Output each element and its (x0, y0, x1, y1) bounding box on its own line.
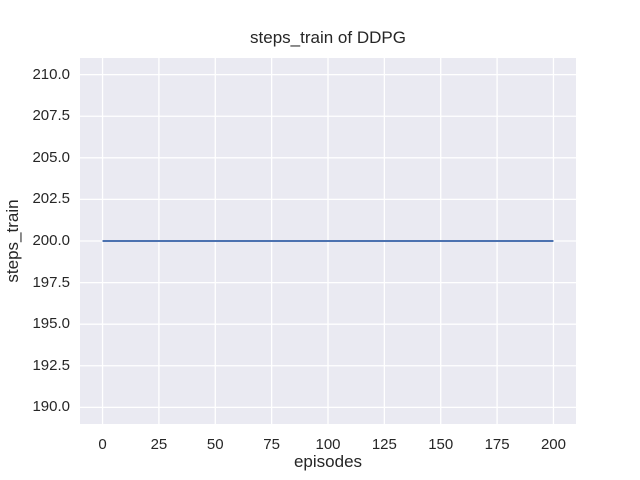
x-tick-label: 75 (263, 436, 280, 453)
x-tick-label: 200 (540, 436, 566, 453)
y-tick-label: 200.0 (32, 232, 70, 249)
y-tick-label: 210.0 (32, 65, 70, 83)
y-tick-label: 207.5 (32, 107, 70, 125)
x-tick-label: 25 (150, 436, 168, 453)
x-tick-label: 125 (371, 436, 397, 453)
x-axis-label: episodes (293, 452, 363, 471)
chart-title: steps_train of DDPG (250, 28, 406, 47)
y-tick-label: 205.0 (32, 148, 70, 166)
y-tick-label: 197.5 (32, 273, 70, 291)
x-tick-label: 0 (98, 436, 107, 453)
y-tick-label: 192.5 (32, 356, 70, 374)
y-tick-label: 195.0 (32, 315, 70, 333)
y-tick-label: 202.5 (32, 190, 70, 208)
x-tick-label: 50 (206, 436, 224, 453)
x-tick-label: 150 (428, 436, 454, 453)
y-tick-label: 190.0 (32, 398, 70, 416)
x-tick-label: 175 (484, 436, 510, 453)
x-tick-label: 100 (315, 436, 341, 453)
